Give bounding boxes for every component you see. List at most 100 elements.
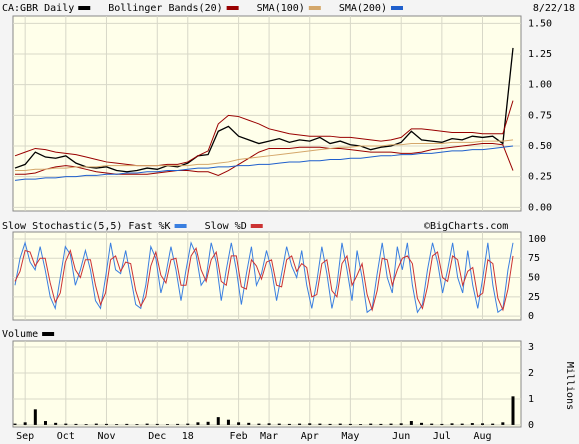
bar — [125, 423, 129, 425]
bar — [318, 423, 322, 425]
plot-area — [12, 340, 522, 428]
legend-label: Volume — [2, 329, 38, 340]
bar — [84, 424, 88, 425]
bar — [430, 423, 434, 425]
bar — [43, 421, 47, 425]
x-tick-label: Nov — [97, 431, 115, 442]
bar — [165, 424, 169, 425]
bar — [511, 396, 515, 425]
y-tick-label: 1.50 — [528, 18, 552, 29]
x-tick-label: Oct — [57, 431, 75, 442]
legend-label: SMA(100) — [257, 3, 305, 14]
y-tick-label: 1 — [528, 394, 534, 405]
legend-swatch — [78, 6, 91, 10]
bar — [247, 422, 251, 425]
x-tick-label: Jul — [433, 431, 451, 442]
bar — [226, 419, 230, 425]
y-tick-label: 0 — [528, 420, 534, 431]
line — [14, 100, 514, 167]
bar — [420, 422, 424, 425]
y-tick-label: 75 — [528, 253, 540, 264]
bar — [328, 423, 332, 425]
bar — [115, 424, 119, 425]
line — [14, 47, 514, 173]
x-tick-label: Mar — [260, 431, 278, 442]
legend-swatch — [390, 6, 403, 10]
y-tick-label: 2 — [528, 368, 534, 379]
line — [15, 139, 514, 172]
bar — [257, 423, 261, 425]
x-tick-label: Aug — [473, 431, 491, 442]
x-tick-label: Apr — [301, 431, 319, 442]
y-tick-label: 0.50 — [528, 141, 552, 152]
bar — [369, 423, 373, 425]
bar — [33, 409, 37, 425]
bar — [491, 423, 495, 425]
plot-area — [12, 231, 522, 321]
legend-swatch — [42, 332, 55, 336]
legend-title: Slow Stochastic(5,5) — [2, 221, 122, 232]
bar — [470, 423, 474, 425]
legend-swatch — [174, 224, 187, 228]
bar — [13, 423, 17, 425]
bar — [399, 423, 403, 425]
x-tick-label: Sep — [16, 431, 34, 442]
y-tick-label: 25 — [528, 292, 540, 303]
y-axis-label: Millions — [564, 362, 575, 410]
bar — [23, 422, 27, 425]
line — [14, 241, 514, 314]
date: 8/22/18 — [533, 3, 575, 14]
line — [14, 145, 514, 181]
legend-label: SMA(200) — [339, 3, 387, 14]
line — [14, 246, 514, 312]
bar — [389, 423, 393, 425]
y-tick-label: 0 — [528, 311, 534, 322]
y-tick-label: 0.75 — [528, 110, 552, 121]
bar — [94, 423, 98, 425]
x-tick-label: Dec — [148, 431, 166, 442]
bar — [501, 422, 505, 425]
bar — [308, 423, 312, 425]
legend-label: CA:GBR Daily — [2, 3, 74, 14]
x-tick-label: Feb — [230, 431, 248, 442]
line — [15, 143, 514, 176]
bar — [409, 421, 413, 425]
bar — [176, 423, 180, 425]
bar — [481, 423, 485, 425]
bar — [287, 423, 291, 425]
bar — [54, 422, 58, 425]
bar — [440, 423, 444, 425]
y-tick-label: 3 — [528, 342, 534, 353]
y-tick-label: 0.25 — [528, 172, 552, 183]
x-tick-label: May — [341, 431, 359, 442]
bar — [196, 422, 200, 425]
legend-swatch — [250, 224, 263, 228]
legend-label: Slow %D — [205, 221, 247, 232]
bar — [145, 423, 149, 425]
bar — [359, 424, 363, 425]
bar — [74, 423, 78, 425]
bar — [216, 417, 220, 425]
bar — [277, 423, 281, 425]
bar — [135, 424, 139, 425]
x-tick-label: 18 — [182, 431, 194, 442]
bar — [186, 423, 190, 425]
bar — [460, 423, 464, 425]
legend-label: Fast %K — [128, 221, 170, 232]
y-tick-label: 1.00 — [528, 80, 552, 91]
bar — [64, 423, 68, 425]
legend-label: Bollinger Bands(20) — [108, 3, 222, 14]
legend-swatch — [226, 6, 239, 10]
plot-area — [12, 15, 522, 212]
bar — [237, 422, 241, 425]
bar — [155, 423, 159, 425]
bar — [338, 423, 342, 425]
y-tick-label: 0.00 — [528, 202, 552, 213]
bar — [379, 423, 383, 425]
credit: ©BigCharts.com — [424, 221, 508, 232]
x-tick-label: Jun — [392, 431, 410, 442]
bar — [298, 423, 302, 425]
y-tick-label: 100 — [528, 234, 546, 245]
bar — [104, 423, 108, 425]
